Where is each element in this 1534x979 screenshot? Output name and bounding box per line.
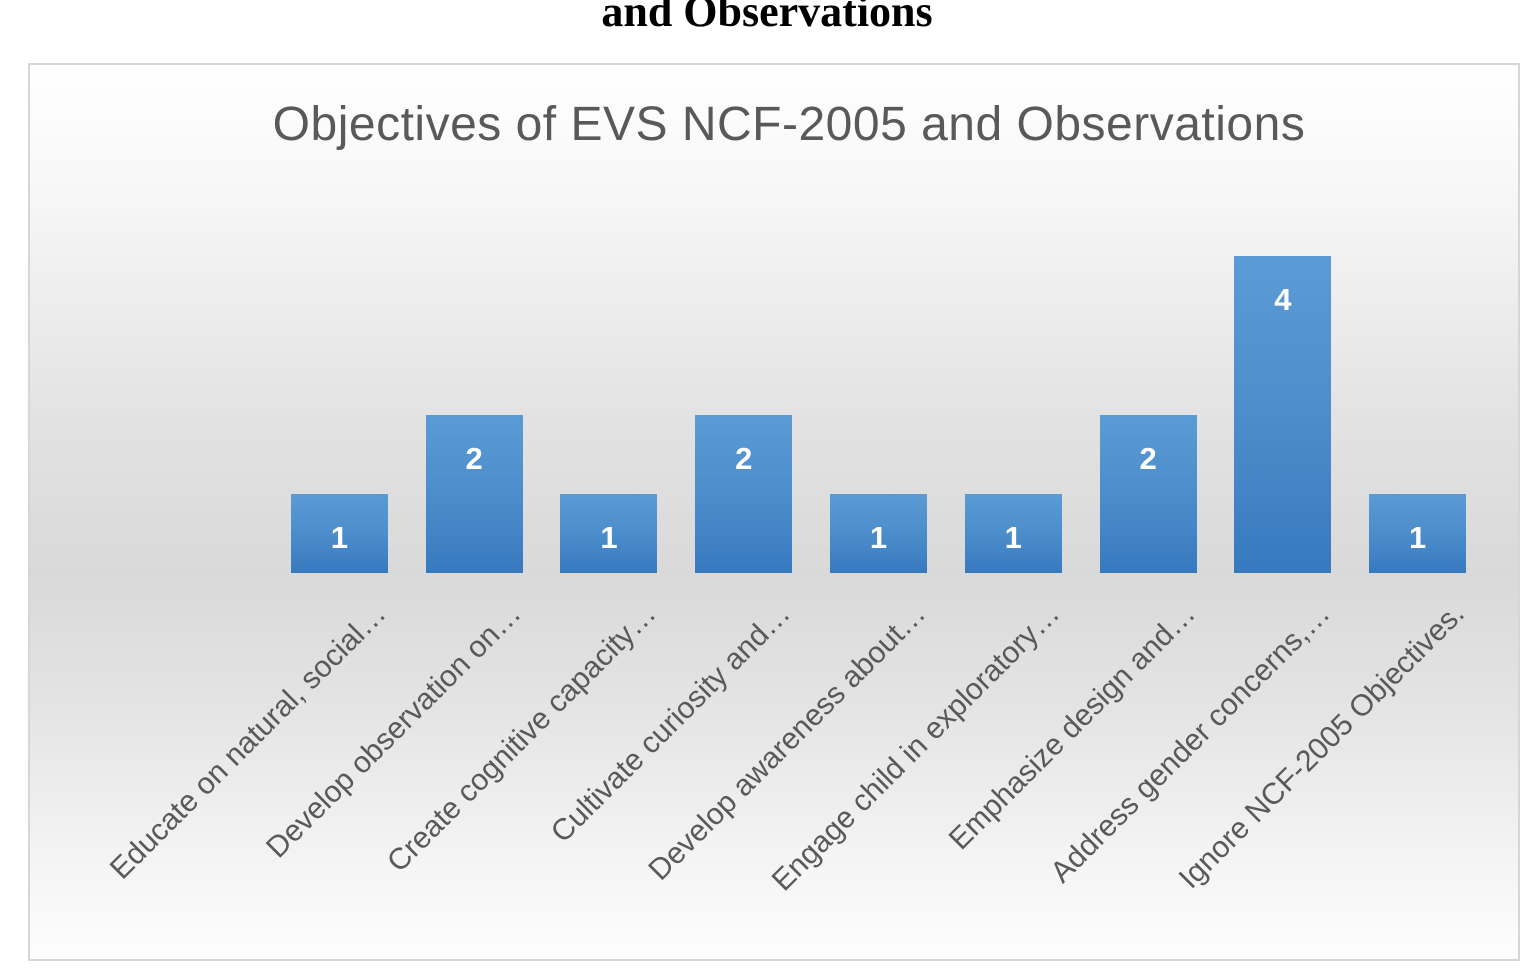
bar-value-label: 2 <box>735 440 753 476</box>
bar: 1 <box>964 493 1062 573</box>
bar: 2 <box>425 414 523 573</box>
bar-slot: 2 <box>1081 65 1216 573</box>
plot-area: 1 2 1 2 1 1 2 4 1 <box>272 65 1485 573</box>
x-axis-label: Emphasize design and… <box>942 597 1202 857</box>
bar-value-label: 2 <box>465 440 483 476</box>
bar-slot: 1 <box>1350 65 1485 573</box>
chart-container: Objectives of EVS NCF-2005 and Observati… <box>28 63 1520 961</box>
bar-value-label: 4 <box>1274 282 1292 317</box>
x-axis-label: Create cognitive capacity… <box>380 597 663 879</box>
bar-slot: 2 <box>676 65 811 573</box>
x-axis-label: Develop awareness about… <box>641 597 932 887</box>
bar: 1 <box>1369 493 1467 573</box>
bar-slot: 1 <box>811 65 946 573</box>
bar: 1 <box>830 493 928 573</box>
bar-slot: 1 <box>542 65 677 573</box>
bar-value-label: 1 <box>330 519 349 555</box>
bar-slot: 2 <box>407 65 542 573</box>
x-axis-label: Address gender concerns,… <box>1043 597 1337 890</box>
bar: 2 <box>1099 414 1197 573</box>
x-axis-label: Ignore NCF-2005 Objectives. <box>1172 597 1471 896</box>
x-axis-label: Develop observation on… <box>260 597 528 865</box>
bar-slot: 4 <box>1215 65 1350 573</box>
bar-value-label: 1 <box>869 519 888 555</box>
bar-value-label: 2 <box>1139 440 1157 476</box>
bar-value-label: 1 <box>600 519 618 555</box>
chart-title: Objectives of EVS NCF-2005 and Observati… <box>272 98 1306 151</box>
bar-slot: 1 <box>272 65 407 573</box>
document-heading-fragment: and Observations <box>601 0 933 36</box>
bar: 1 <box>290 493 388 573</box>
bar-value-label: 1 <box>1004 519 1022 555</box>
x-axis-label: Cultivate curiosity and… <box>545 597 798 850</box>
x-axis-label: Educate on natural, social… <box>104 597 393 886</box>
bar: 1 <box>560 493 658 573</box>
bar-slot: 1 <box>946 65 1081 573</box>
bar-value-label: 1 <box>1409 519 1427 555</box>
x-axis-label: Engage child in exploratory… <box>766 597 1067 898</box>
x-axis-labels: Educate on natural, social… Develop obser… <box>104 573 1485 953</box>
bar: 2 <box>695 414 793 573</box>
bar: 4 <box>1234 256 1332 573</box>
